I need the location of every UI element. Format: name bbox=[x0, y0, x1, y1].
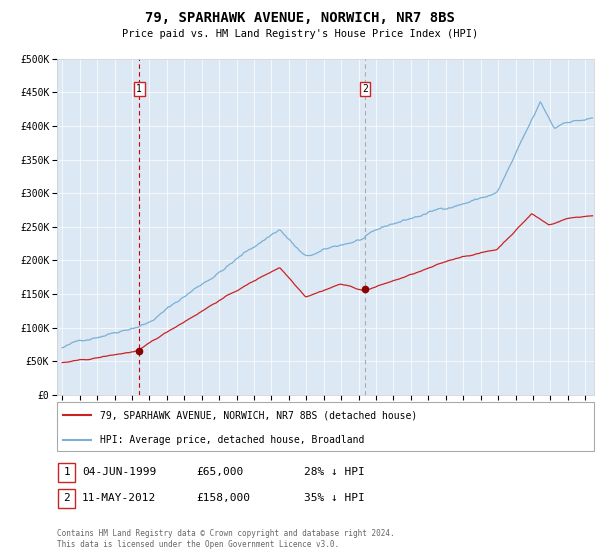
FancyBboxPatch shape bbox=[58, 489, 75, 508]
Text: HPI: Average price, detached house, Broadland: HPI: Average price, detached house, Broa… bbox=[100, 435, 364, 445]
Text: £65,000: £65,000 bbox=[196, 467, 244, 477]
Text: 2: 2 bbox=[63, 493, 70, 503]
Text: 35% ↓ HPI: 35% ↓ HPI bbox=[304, 493, 365, 503]
FancyBboxPatch shape bbox=[58, 463, 75, 482]
Text: 1: 1 bbox=[136, 84, 142, 94]
Text: 79, SPARHAWK AVENUE, NORWICH, NR7 8BS: 79, SPARHAWK AVENUE, NORWICH, NR7 8BS bbox=[145, 12, 455, 26]
Text: £158,000: £158,000 bbox=[196, 493, 250, 503]
Text: 04-JUN-1999: 04-JUN-1999 bbox=[82, 467, 157, 477]
Text: Contains HM Land Registry data © Crown copyright and database right 2024.
This d: Contains HM Land Registry data © Crown c… bbox=[57, 529, 395, 549]
Text: 28% ↓ HPI: 28% ↓ HPI bbox=[304, 467, 365, 477]
Text: 1: 1 bbox=[63, 467, 70, 477]
Text: 2: 2 bbox=[362, 84, 368, 94]
FancyBboxPatch shape bbox=[57, 402, 594, 451]
Text: 11-MAY-2012: 11-MAY-2012 bbox=[82, 493, 157, 503]
Text: Price paid vs. HM Land Registry's House Price Index (HPI): Price paid vs. HM Land Registry's House … bbox=[122, 29, 478, 39]
Text: 79, SPARHAWK AVENUE, NORWICH, NR7 8BS (detached house): 79, SPARHAWK AVENUE, NORWICH, NR7 8BS (d… bbox=[100, 410, 417, 421]
